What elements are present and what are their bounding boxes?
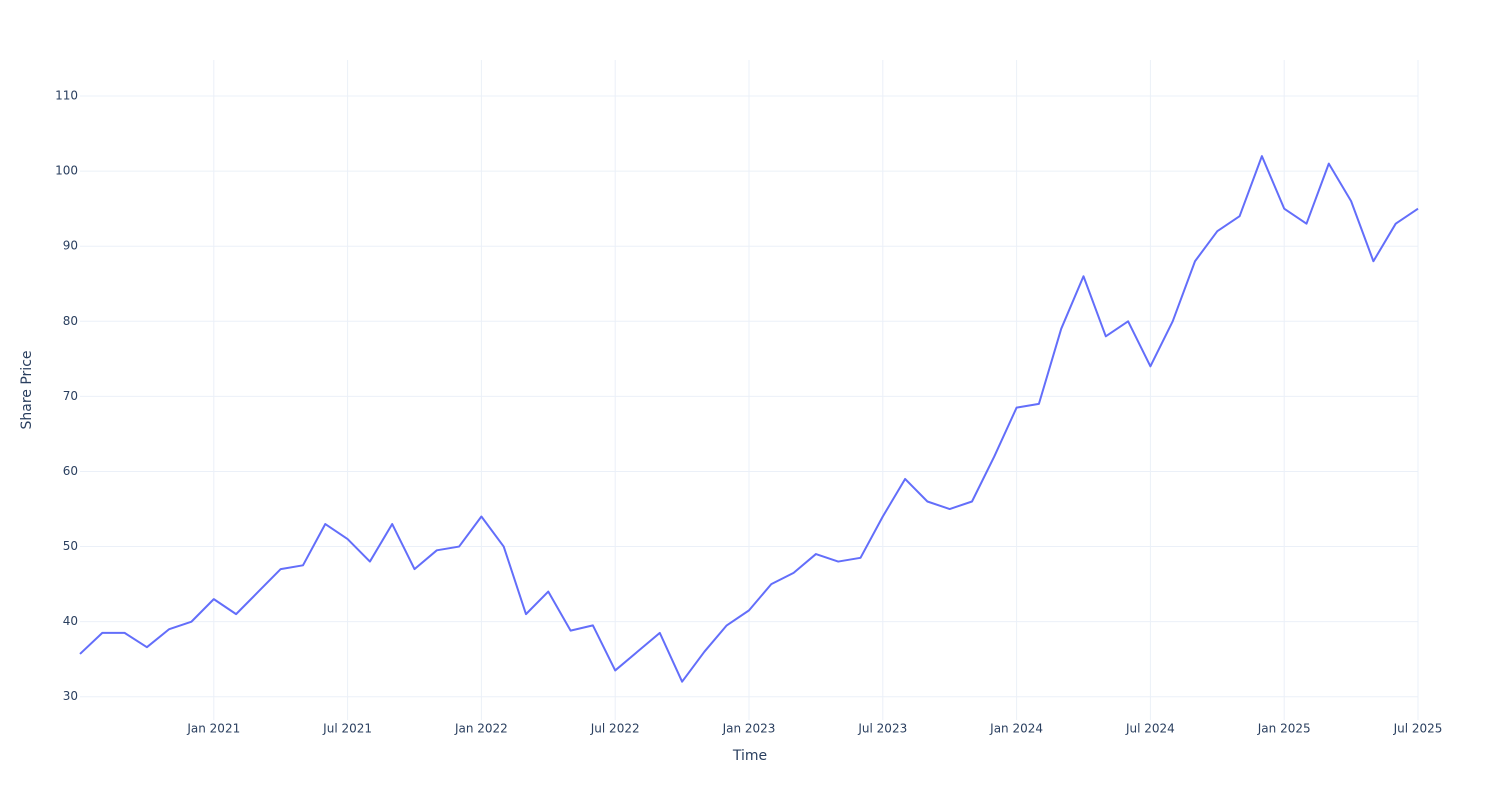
y-tick-label: 70 bbox=[63, 389, 78, 403]
y-tick-label: 90 bbox=[63, 239, 78, 253]
x-tick-label: Jul 2021 bbox=[322, 722, 372, 736]
y-tick-label: 110 bbox=[55, 89, 78, 103]
x-tick-label: Jul 2024 bbox=[1125, 722, 1175, 736]
x-tick-label: Jan 2024 bbox=[989, 722, 1043, 736]
y-tick-label: 60 bbox=[63, 464, 78, 478]
y-tick-label: 30 bbox=[63, 689, 78, 703]
y-tick-label: 100 bbox=[55, 164, 78, 178]
x-tick-label: Jul 2022 bbox=[590, 722, 640, 736]
data-line bbox=[79, 155, 1419, 683]
y-tick-label: 80 bbox=[63, 314, 78, 328]
x-axis-title: Time bbox=[732, 748, 767, 764]
x-tick-label: Jan 2022 bbox=[454, 722, 508, 736]
x-tick-label: Jan 2025 bbox=[1257, 722, 1311, 736]
y-axis-title: Share Price bbox=[19, 350, 35, 429]
x-tick-label: Jul 2023 bbox=[857, 722, 907, 736]
x-tick-label: Jul 2025 bbox=[1393, 722, 1443, 736]
y-tick-label: 50 bbox=[63, 539, 78, 553]
x-tick-label: Jan 2021 bbox=[186, 722, 240, 736]
y-tick-label: 40 bbox=[63, 614, 78, 628]
x-tick-label: Jan 2023 bbox=[722, 722, 776, 736]
